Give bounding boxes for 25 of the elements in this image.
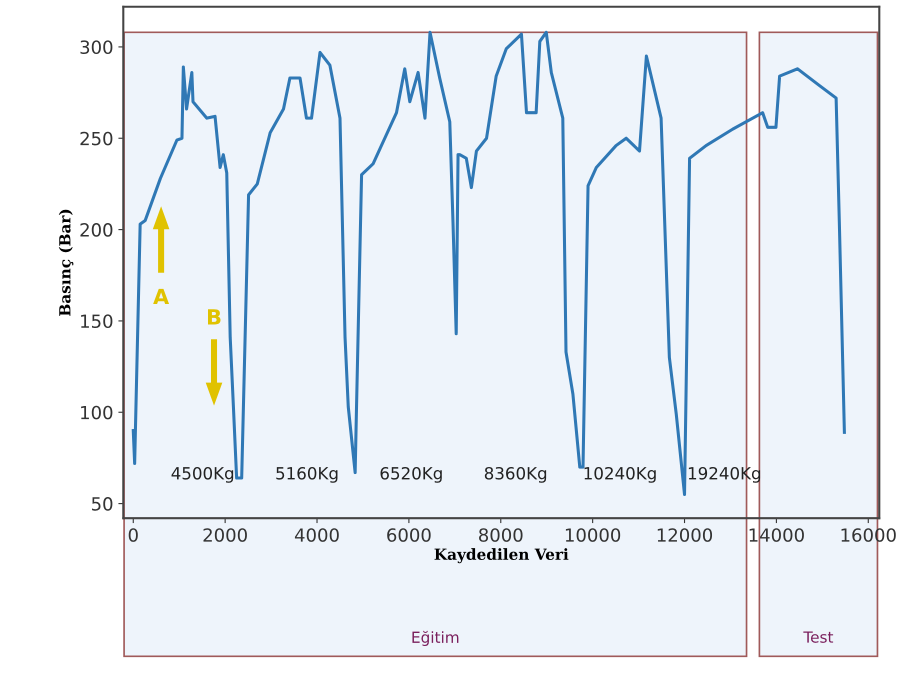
annotation: 5160Kg xyxy=(276,466,338,483)
y-tick-label: 50 xyxy=(92,497,112,511)
x-tick-label: 6000 xyxy=(387,528,431,542)
y-tick-label: 250 xyxy=(80,132,112,146)
annotation: 4500Kg xyxy=(172,466,234,483)
annotation: 6520Kg xyxy=(380,466,442,483)
x-tick-label: 12000 xyxy=(658,528,712,542)
annotation: A xyxy=(153,288,170,304)
annotation: B xyxy=(208,309,220,324)
y-tick-label: 100 xyxy=(81,406,112,420)
y-tick-label: 200 xyxy=(80,223,112,237)
x-tick-label: 2000 xyxy=(203,528,247,542)
band-label: Eğitim xyxy=(412,630,458,646)
y-tick-label: 300 xyxy=(80,40,112,54)
y-tick-label: 150 xyxy=(81,314,112,328)
x-tick-label: 4000 xyxy=(294,528,339,542)
y-axis-title: Basınç (Bar) xyxy=(58,210,74,316)
x-tick-label: 8000 xyxy=(479,528,523,542)
x-axis-title: Kaydedilen Veri xyxy=(434,548,568,564)
annotation: 8360Kg xyxy=(484,466,546,483)
annotation: 10240Kg xyxy=(584,466,656,483)
line-series xyxy=(132,30,846,496)
band-label: Test xyxy=(803,631,834,643)
x-tick-label: 0 xyxy=(128,528,138,542)
x-tick-label: 10000 xyxy=(566,528,620,542)
